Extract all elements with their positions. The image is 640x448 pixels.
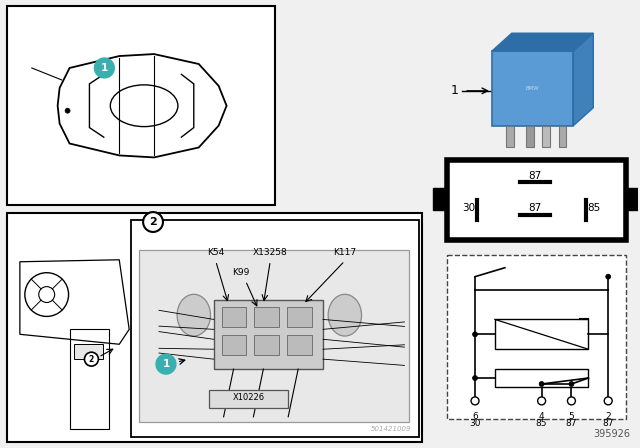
- Text: X13258: X13258: [253, 248, 288, 257]
- PathPatch shape: [492, 51, 573, 125]
- Bar: [495, 369, 588, 387]
- Bar: [221, 307, 246, 327]
- Bar: [506, 125, 514, 147]
- PathPatch shape: [492, 33, 593, 51]
- Text: 1: 1: [163, 359, 170, 369]
- Text: 4: 4: [539, 412, 545, 421]
- Bar: [214, 300, 323, 369]
- Text: 2: 2: [89, 355, 94, 364]
- Bar: [433, 188, 447, 210]
- Bar: [559, 125, 566, 147]
- Circle shape: [156, 354, 176, 374]
- Bar: [7, 6, 275, 205]
- Circle shape: [25, 273, 68, 316]
- Bar: [255, 335, 279, 355]
- Text: 501421009: 501421009: [371, 426, 412, 432]
- Text: K54: K54: [207, 248, 224, 257]
- Bar: [209, 390, 288, 408]
- Circle shape: [143, 212, 163, 232]
- Text: 1: 1: [450, 84, 458, 97]
- Bar: [525, 125, 534, 147]
- Text: 6: 6: [472, 412, 478, 421]
- Circle shape: [471, 397, 479, 405]
- Bar: [447, 160, 626, 240]
- Text: 30: 30: [463, 203, 476, 213]
- Text: 5: 5: [568, 412, 574, 421]
- Circle shape: [539, 382, 544, 387]
- Text: K99: K99: [232, 268, 249, 277]
- Text: 30: 30: [469, 419, 481, 428]
- Bar: [287, 307, 312, 327]
- Bar: [7, 213, 422, 442]
- Text: 87: 87: [528, 171, 541, 181]
- Text: BMW: BMW: [526, 86, 540, 91]
- Text: X10226: X10226: [232, 393, 264, 402]
- PathPatch shape: [58, 54, 227, 157]
- Bar: [70, 329, 109, 429]
- Text: 87: 87: [602, 419, 614, 428]
- Circle shape: [95, 58, 115, 78]
- Bar: [447, 255, 626, 419]
- Circle shape: [472, 375, 477, 380]
- Circle shape: [604, 397, 612, 405]
- Circle shape: [84, 352, 99, 366]
- Bar: [495, 319, 588, 349]
- Bar: [541, 125, 550, 147]
- Text: K117: K117: [333, 248, 356, 257]
- Bar: [255, 307, 279, 327]
- Text: 2: 2: [149, 217, 157, 227]
- PathPatch shape: [573, 33, 593, 125]
- Bar: [287, 335, 312, 355]
- Ellipse shape: [328, 294, 362, 336]
- Text: 87: 87: [566, 419, 577, 428]
- Circle shape: [538, 397, 545, 405]
- Bar: [221, 335, 246, 355]
- Bar: [139, 250, 410, 422]
- Bar: [74, 344, 103, 359]
- Circle shape: [65, 108, 70, 113]
- Text: 1: 1: [100, 63, 108, 73]
- Circle shape: [605, 274, 611, 279]
- Circle shape: [472, 332, 477, 337]
- Text: 85: 85: [588, 203, 601, 213]
- Bar: [131, 220, 419, 437]
- Circle shape: [568, 397, 575, 405]
- Circle shape: [569, 382, 574, 387]
- Text: 395926: 395926: [593, 429, 630, 439]
- Text: 2: 2: [605, 412, 611, 421]
- Ellipse shape: [177, 294, 211, 336]
- Text: 85: 85: [536, 419, 547, 428]
- Bar: [626, 188, 640, 210]
- Text: 87: 87: [528, 203, 541, 213]
- Circle shape: [39, 287, 54, 302]
